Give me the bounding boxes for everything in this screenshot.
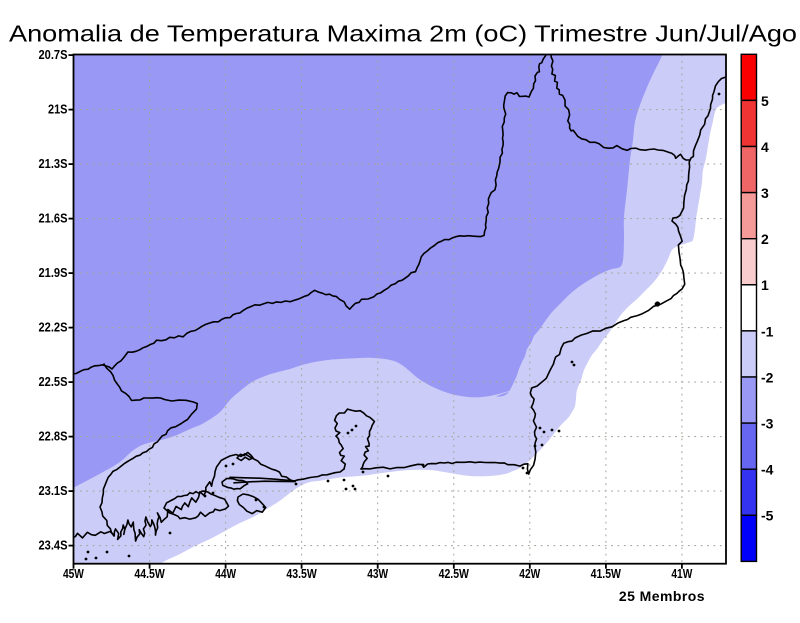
svg-text:21.3S: 21.3S	[39, 156, 68, 171]
svg-text:44.5W: 44.5W	[134, 566, 165, 581]
svg-text:23.4S: 23.4S	[39, 538, 68, 553]
svg-text:21.9S: 21.9S	[39, 265, 68, 280]
svg-text:-3: -3	[761, 416, 774, 432]
svg-text:41W: 41W	[671, 566, 693, 581]
svg-text:45W: 45W	[63, 566, 85, 581]
svg-text:44W: 44W	[215, 566, 237, 581]
svg-text:42.5W: 42.5W	[439, 566, 470, 581]
svg-text:-1: -1	[761, 323, 774, 339]
svg-text:21.6S: 21.6S	[39, 211, 68, 226]
svg-text:4: 4	[761, 139, 769, 155]
svg-text:Anomalia de Temperatura Maxima: Anomalia de Temperatura Maxima 2m (oC) T…	[9, 20, 797, 46]
svg-text:-2: -2	[761, 369, 774, 385]
svg-text:43.5W: 43.5W	[286, 566, 317, 581]
svg-text:1: 1	[761, 277, 769, 293]
svg-text:25 Membros: 25 Membros	[619, 588, 705, 604]
svg-text:22.8S: 22.8S	[39, 429, 68, 444]
svg-text:22.5S: 22.5S	[39, 374, 68, 389]
svg-text:-4: -4	[761, 462, 774, 478]
svg-text:2: 2	[761, 231, 769, 247]
svg-text:20.7S: 20.7S	[39, 47, 68, 62]
svg-text:42W: 42W	[519, 566, 541, 581]
svg-text:41.5W: 41.5W	[591, 566, 622, 581]
svg-text:-5: -5	[761, 508, 774, 524]
svg-text:23.1S: 23.1S	[39, 483, 68, 498]
svg-text:3: 3	[761, 185, 769, 201]
svg-text:21S: 21S	[48, 102, 68, 117]
svg-text:43W: 43W	[367, 566, 389, 581]
svg-text:22.2S: 22.2S	[39, 320, 68, 335]
svg-text:5: 5	[761, 93, 769, 109]
